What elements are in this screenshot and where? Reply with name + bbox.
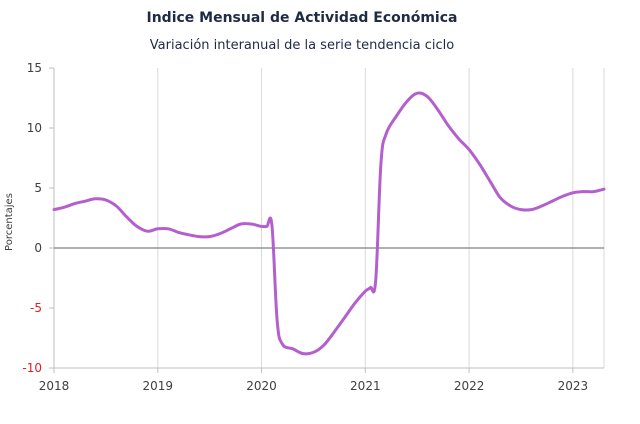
x-tick-label: 2022 — [454, 379, 485, 393]
line-layer — [52, 91, 606, 356]
y-tick-label: 0 — [34, 241, 42, 255]
series-line — [52, 91, 606, 356]
x-tick-label: 2019 — [143, 379, 174, 393]
y-tick-label: 5 — [34, 181, 42, 195]
y-tick-label: 10 — [27, 121, 42, 135]
y-tick-label: 15 — [27, 61, 42, 75]
x-tick-label: 2021 — [350, 379, 381, 393]
x-tick-label: 2023 — [558, 379, 589, 393]
chart-title: Indice Mensual de Actividad Económica — [147, 10, 458, 26]
grid-layer — [53, 68, 605, 368]
tick-layer: 15 10 5 0 -5 -10 2018 2019 2020 2021 2022 2023 — [22, 61, 588, 393]
y-axis-label: Porcentajes — [4, 193, 15, 251]
axis-layer — [49, 67, 604, 373]
y-tick-label: -5 — [30, 301, 42, 315]
y-tick-label: -10 — [22, 361, 42, 375]
x-tick-label: 2020 — [246, 379, 277, 393]
x-tick-label: 2018 — [39, 379, 70, 393]
chart-subtitle: Variación interanual de la serie tendenc… — [150, 38, 454, 53]
